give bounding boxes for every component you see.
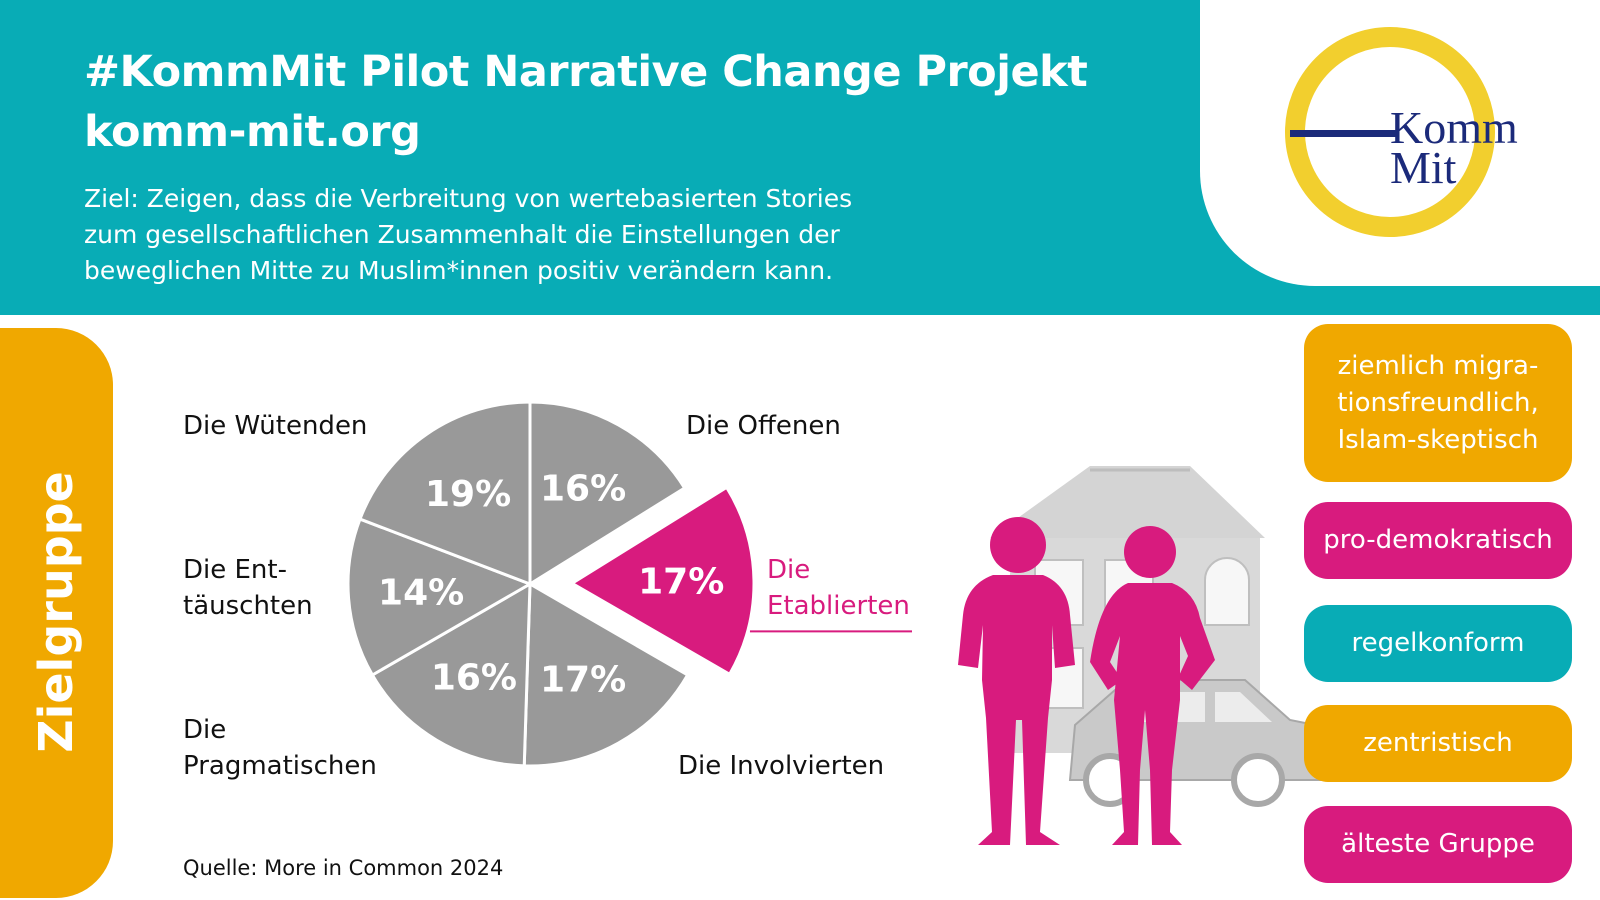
attribute-pill-rule-conform: regelkonform bbox=[1304, 605, 1572, 682]
woman-body bbox=[1090, 583, 1215, 845]
attribute-line: pro-demokratisch bbox=[1323, 525, 1553, 555]
header-banner: #KommMit Pilot Narrative Change Projekt … bbox=[0, 0, 1600, 315]
pie-slice-value-label: 17% bbox=[638, 562, 724, 603]
pie-slice bbox=[346, 517, 534, 678]
pie-slice-value-label: 14% bbox=[378, 573, 464, 614]
attribute-pill-migration: ziemlich migra- tionsfreundlich, Islam-s… bbox=[1304, 324, 1572, 482]
segment-name-etablierten: Die Etablierten bbox=[767, 552, 910, 624]
man-head bbox=[990, 517, 1046, 573]
pie-slice-value-label: 16% bbox=[431, 658, 517, 699]
logo-panel: Komm Mit bbox=[1200, 0, 1600, 286]
segment-name-involvierten: Die Involvierten bbox=[678, 748, 884, 784]
segment-name-pragmatischen: Die Pragmatischen bbox=[183, 712, 377, 784]
segment-name-enttaeuschten-line-2: täuschten bbox=[183, 591, 313, 621]
man-silhouette-icon bbox=[958, 517, 1075, 845]
source-note: Quelle: More in Common 2024 bbox=[183, 856, 504, 880]
attribute-line: zentristisch bbox=[1363, 728, 1513, 758]
pie-slice bbox=[569, 485, 756, 677]
segment-name-involvierten-line: Die Involvierten bbox=[678, 751, 885, 781]
goal-line-2: zum gesellschaftlichen Zusammenhalt die … bbox=[84, 220, 840, 249]
logo-text-komm: Komm bbox=[1390, 102, 1518, 153]
pie-slice-value-label: 16% bbox=[540, 469, 626, 510]
logo-text-mit: Mit bbox=[1390, 142, 1457, 193]
pie-slice bbox=[370, 581, 532, 768]
segment-name-pragmatischen-line-1: Die bbox=[183, 715, 227, 745]
attribute-line: älteste Gruppe bbox=[1341, 829, 1535, 859]
segment-name-etablierten-line-1: Die bbox=[767, 555, 811, 585]
page-title: #KommMit Pilot Narrative Change Projekt bbox=[84, 47, 1088, 97]
target-group-tab bbox=[0, 328, 113, 898]
website-url[interactable]: komm-mit.org bbox=[84, 107, 421, 157]
woman-head bbox=[1124, 526, 1176, 578]
segment-name-etablierten-line-2: Etablierten bbox=[767, 591, 910, 621]
goal-line-3: beweglichen Mitte zu Muslim*innen positi… bbox=[84, 256, 834, 285]
attribute-pill-centrist: zentristisch bbox=[1304, 705, 1572, 782]
attribute-line: tionsfreundlich, bbox=[1337, 387, 1539, 418]
logo-bar bbox=[1290, 130, 1398, 137]
segment-name-wuetenden: Die Wütenden bbox=[183, 408, 367, 444]
woman-silhouette-icon bbox=[1090, 526, 1215, 845]
pie-slice-value-label: 17% bbox=[540, 659, 626, 700]
man-body bbox=[958, 575, 1075, 845]
segment-name-offenen-line: Die Offenen bbox=[686, 411, 841, 441]
goal-line-1: Ziel: Zeigen, dass die Verbreitung von w… bbox=[84, 184, 853, 213]
pie-slice bbox=[522, 581, 690, 768]
house-roof bbox=[990, 466, 1265, 538]
segment-name-wuetenden-line: Die Wütenden bbox=[183, 411, 368, 441]
segment-name-enttaeuschten-line-1: Die Ent- bbox=[183, 555, 287, 585]
car-wheel bbox=[1231, 753, 1285, 807]
pie-slice bbox=[528, 400, 687, 587]
attribute-pill-pro-democratic: pro-demokratisch bbox=[1304, 502, 1572, 579]
attribute-line: Islam-skeptisch bbox=[1337, 424, 1539, 455]
segment-name-enttaeuschten: Die Ent- täuschten bbox=[183, 552, 313, 624]
attribute-line: regelkonform bbox=[1351, 628, 1525, 658]
attribute-text-migration: ziemlich migra- tionsfreundlich, Islam-s… bbox=[1337, 348, 1539, 459]
goal-text: Ziel: Zeigen, dass die Verbreitung von w… bbox=[84, 181, 964, 289]
kommmit-logo: Komm Mit bbox=[1285, 27, 1518, 237]
house-window-arched bbox=[1204, 557, 1250, 626]
pie-slice-value-label: 19% bbox=[425, 474, 511, 515]
pie-slice bbox=[358, 400, 532, 587]
attribute-pill-oldest: älteste Gruppe bbox=[1304, 806, 1572, 883]
car-icon bbox=[1068, 679, 1337, 807]
segment-name-offenen: Die Offenen bbox=[686, 408, 841, 444]
segment-name-pragmatischen-line-2: Pragmatischen bbox=[183, 751, 377, 781]
attribute-line: ziemlich migra- bbox=[1337, 350, 1539, 381]
